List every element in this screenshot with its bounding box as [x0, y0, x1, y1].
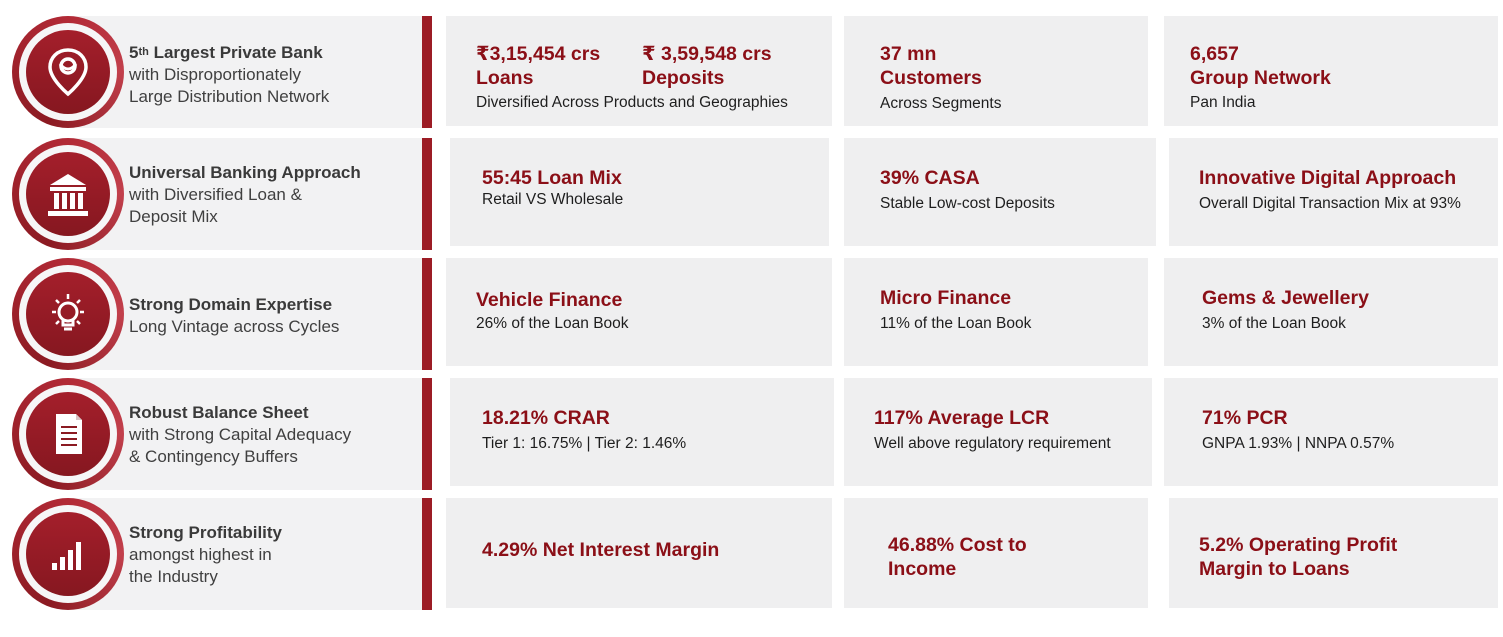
- card-title: 71% PCR: [1202, 407, 1288, 429]
- row-subtitle: with Disproportionately Large Distributi…: [129, 65, 330, 106]
- card-title: 39% CASA: [880, 167, 980, 189]
- card-title: 4.29% Net Interest Margin: [482, 539, 720, 561]
- card-title: 18.21% CRAR: [482, 407, 610, 429]
- row-subtitle: with Strong Capital Adequacy & Contingen…: [129, 425, 352, 466]
- row-title: Strong Domain Expertise: [129, 295, 333, 314]
- card-subtitle: GNPA 1.93% | NNPA 0.57%: [1202, 435, 1395, 452]
- row-title: Strong Profitability: [129, 523, 282, 542]
- card-title: 55:45 Loan Mix: [482, 167, 622, 189]
- loans-value: ₹3,15,454 crs: [476, 43, 601, 65]
- card-network: 6,657 Group Network Pan India: [1164, 16, 1498, 126]
- row-label-panel: Strong Profitability amongst highest in …: [0, 498, 432, 610]
- card-title: Micro Finance: [880, 287, 1012, 309]
- card-loan-mix: 55:45 Loan Mix Retail VS Wholesale: [450, 138, 829, 246]
- card-customers: 37 mn Customers Across Segments: [844, 16, 1148, 126]
- deposits-label: Deposits: [642, 67, 725, 89]
- card-subtitle: 11% of the Loan Book: [880, 315, 1032, 332]
- highlight-row-universal-banking: Universal Banking Approach with Diversif…: [0, 138, 1503, 250]
- card-lcr: 117% Average LCR Well above regulatory r…: [844, 378, 1152, 486]
- card-loans-deposits: ₹3,15,454 crs Loans ₹ 3,59,548 crs Depos…: [446, 16, 832, 126]
- row-divider: [422, 258, 432, 370]
- loans-label: Loans: [476, 67, 534, 89]
- card-cost-to-income: 46.88% Cost to Income: [844, 498, 1148, 608]
- bank-building-icon: [26, 152, 110, 236]
- card-pcr: 71% PCR GNPA 1.93% | NNPA 0.57%: [1164, 378, 1498, 486]
- highlight-row-balance-sheet: Robust Balance Sheet with Strong Capital…: [0, 378, 1503, 490]
- location-pin-icon: [26, 30, 110, 114]
- card-subtitle: Well above regulatory requirement: [874, 435, 1111, 452]
- card-title: 117% Average LCR: [874, 407, 1050, 429]
- row-subtitle: Long Vintage across Cycles: [129, 317, 340, 336]
- card-casa: 39% CASA Stable Low-cost Deposits: [844, 138, 1156, 246]
- card-title: Innovative Digital Approach: [1199, 167, 1457, 189]
- card-operating-profit: 5.2% Operating Profit Margin to Loans: [1169, 498, 1498, 608]
- bar-chart-icon: [26, 512, 110, 596]
- card-crar: 18.21% CRAR Tier 1: 16.75% | Tier 2: 1.4…: [450, 378, 834, 486]
- card-subtitle: Diversified Across Products and Geograph…: [476, 94, 788, 111]
- row-title: Robust Balance Sheet: [129, 403, 309, 422]
- card-micro-finance: Micro Finance 11% of the Loan Book: [844, 258, 1148, 366]
- row-title: 5th Largest Private Bank: [129, 43, 323, 62]
- highlight-row-distribution: 5th Largest Private Bank with Disproport…: [0, 16, 1503, 128]
- card-subtitle: Overall Digital Transaction Mix at 93%: [1199, 195, 1461, 212]
- row-subtitle: amongst highest in the Industry: [129, 545, 272, 586]
- card-subtitle: 3% of the Loan Book: [1202, 315, 1346, 332]
- row-label-panel: Strong Domain Expertise Long Vintage acr…: [0, 258, 432, 370]
- card-gems-jewellery: Gems & Jewellery 3% of the Loan Book: [1164, 258, 1498, 366]
- highlight-row-domain-expertise: Strong Domain Expertise Long Vintage acr…: [0, 258, 1503, 370]
- row-title: Universal Banking Approach: [129, 163, 361, 182]
- card-subtitle: Retail VS Wholesale: [482, 191, 624, 208]
- row-subtitle: with Diversified Loan & Deposit Mix: [129, 185, 302, 226]
- row-divider: [422, 498, 432, 610]
- card-subtitle: Stable Low-cost Deposits: [880, 195, 1055, 212]
- row-divider: [422, 138, 432, 250]
- document-icon: [26, 392, 110, 476]
- card-title: 37 mn Customers: [880, 43, 982, 89]
- row-divider: [422, 378, 432, 490]
- card-subtitle: 26% of the Loan Book: [476, 315, 629, 332]
- card-subtitle: Across Segments: [880, 95, 1002, 112]
- card-title: 5.2% Operating Profit Margin to Loans: [1199, 534, 1398, 580]
- card-digital: Innovative Digital Approach Overall Digi…: [1169, 138, 1498, 246]
- lightbulb-icon: [26, 272, 110, 356]
- card-subtitle: Tier 1: 16.75% | Tier 2: 1.46%: [482, 435, 687, 452]
- card-title: Gems & Jewellery: [1202, 287, 1369, 309]
- row-label-panel: Robust Balance Sheet with Strong Capital…: [0, 378, 432, 490]
- card-net-interest-margin: 4.29% Net Interest Margin: [446, 498, 832, 608]
- row-label-panel: Universal Banking Approach with Diversif…: [0, 138, 432, 250]
- card-title: 46.88% Cost to Income: [888, 534, 1027, 580]
- card-subtitle: Pan India: [1190, 94, 1256, 111]
- card-vehicle-finance: Vehicle Finance 26% of the Loan Book: [446, 258, 832, 366]
- card-title: 6,657 Group Network: [1190, 43, 1331, 89]
- row-label-panel: 5th Largest Private Bank with Disproport…: [0, 16, 432, 128]
- highlight-row-profitability: Strong Profitability amongst highest in …: [0, 498, 1503, 610]
- deposits-value: ₹ 3,59,548 crs: [642, 43, 772, 65]
- card-title: Vehicle Finance: [476, 289, 623, 311]
- row-divider: [422, 16, 432, 128]
